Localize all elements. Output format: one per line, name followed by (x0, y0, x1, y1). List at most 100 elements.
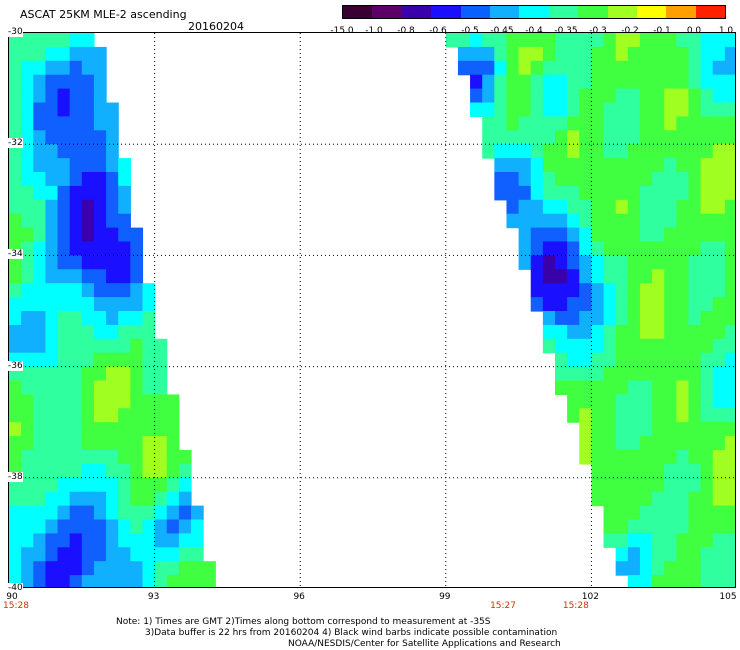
data-cell (81, 422, 95, 437)
data-cell (579, 297, 592, 312)
data-cell (45, 463, 59, 479)
data-cell (724, 60, 735, 76)
data-cell (118, 338, 131, 354)
data-cell (627, 46, 641, 62)
data-cell (603, 505, 617, 521)
data-cell (45, 547, 59, 562)
data-cell (93, 408, 107, 423)
data-cell (567, 46, 580, 62)
data-cell (688, 297, 702, 312)
data-cell (118, 158, 131, 173)
data-cell (93, 144, 107, 159)
data-cell (130, 338, 144, 354)
data-cell (45, 60, 59, 76)
data-cell (57, 519, 71, 534)
data-cell (69, 547, 83, 562)
data-cell (33, 491, 46, 507)
data-cell (652, 505, 665, 521)
data-cell (542, 297, 556, 312)
data-cell (555, 88, 568, 104)
data-cell (154, 505, 168, 521)
data-cell (93, 255, 107, 270)
data-cell (700, 463, 714, 479)
data-cell (688, 74, 702, 90)
data-cell (688, 547, 702, 562)
data-cell (154, 408, 168, 423)
data-cell (603, 436, 617, 451)
data-cell (652, 463, 665, 479)
data-cell (664, 519, 677, 534)
data-cell (579, 241, 592, 256)
data-cell (712, 227, 726, 243)
data-cell (712, 380, 726, 395)
data-cell (542, 60, 556, 76)
data-cell (639, 394, 653, 409)
data-cell (603, 450, 617, 465)
data-cell (724, 227, 735, 243)
data-cell (33, 269, 46, 284)
data-cell (627, 366, 641, 382)
data-cell (106, 269, 119, 284)
data-cell (33, 297, 46, 312)
data-cell (579, 102, 592, 117)
data-cell (166, 519, 180, 534)
data-cell (712, 33, 726, 48)
data-cell (603, 227, 617, 243)
data-cell (591, 88, 605, 104)
data-cell (724, 213, 735, 229)
data-cell (106, 575, 119, 587)
data-cell (21, 324, 34, 340)
data-cell (724, 130, 735, 145)
data-cell (724, 505, 735, 521)
data-cell (93, 227, 107, 243)
data-cell (21, 394, 34, 409)
note-line-3: NOAA/NESDIS/Center for Satellite Applica… (288, 639, 561, 649)
data-cell (530, 74, 544, 90)
data-cell (203, 561, 216, 576)
data-cell (627, 436, 641, 451)
data-cell (142, 463, 156, 479)
data-cell (69, 561, 83, 576)
data-cell (555, 338, 568, 354)
data-cell (688, 241, 702, 256)
data-cell (93, 283, 107, 298)
data-cell (93, 366, 107, 382)
data-cell (457, 60, 471, 76)
data-cell (542, 158, 556, 173)
colorbar-tick-label: -0.35 (554, 26, 578, 36)
data-cell (615, 102, 629, 117)
data-cell (57, 311, 71, 326)
data-cell (615, 505, 629, 521)
data-cell (724, 519, 735, 534)
data-cell (700, 241, 714, 256)
data-cell (724, 116, 735, 131)
data-cell (106, 172, 119, 187)
data-cell (591, 380, 605, 395)
data-cell (518, 88, 532, 104)
data-cell (45, 158, 59, 173)
data-cell (627, 394, 641, 409)
data-cell (106, 144, 119, 159)
data-cell (81, 352, 95, 368)
data-cell (69, 46, 83, 62)
data-cell (664, 352, 677, 368)
data-cell (530, 158, 544, 173)
data-cell (57, 352, 71, 368)
data-cell (506, 74, 520, 90)
data-cell (724, 199, 735, 215)
data-cell (106, 199, 119, 215)
data-cell (700, 324, 714, 340)
data-cell (81, 33, 95, 48)
data-cell (724, 185, 735, 201)
data-cell (21, 60, 34, 76)
data-cell (712, 519, 726, 534)
data-cell (130, 408, 144, 423)
data-cell (639, 297, 653, 312)
data-cell (627, 172, 641, 187)
data-cell (542, 269, 556, 284)
data-cell (688, 463, 702, 479)
data-cell (57, 477, 71, 493)
data-cell (555, 297, 568, 312)
data-cell (21, 158, 34, 173)
data-cell (142, 324, 156, 340)
